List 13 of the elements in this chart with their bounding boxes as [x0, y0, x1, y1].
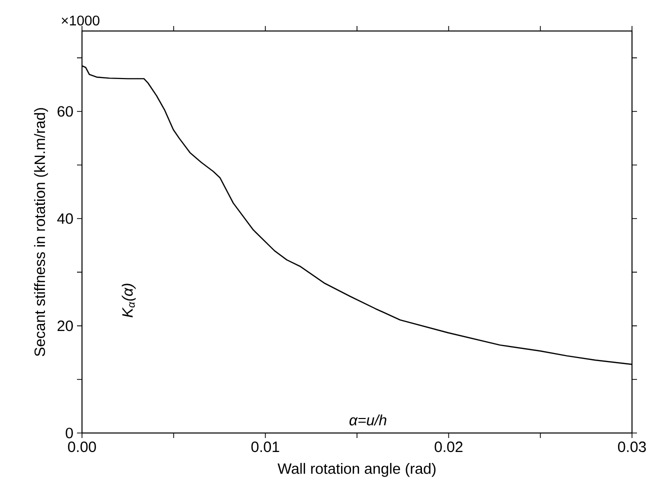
annotation: α=u/h: [350, 414, 386, 426]
y-tick-label: 20: [58, 320, 73, 332]
x-tick-label: 0.02: [434, 442, 462, 452]
y-tick-label: 60: [58, 106, 73, 117]
text: ×1000: [62, 16, 100, 26]
x-axis-title: Wall rotation angle (rad): [278, 462, 436, 477]
x-tick-label: 0.00: [68, 442, 96, 452]
x-tick-label: 0.03: [618, 442, 646, 452]
x-tick-label: 0.01: [251, 442, 280, 452]
y-axis-title: Secant stiffness in rotation (kN.m/rad): [34, 108, 48, 356]
y-tick-label: 0: [66, 428, 73, 438]
annotation: K$_{α}$(α): [122, 284, 136, 318]
y-tick-label: 40: [57, 213, 73, 224]
